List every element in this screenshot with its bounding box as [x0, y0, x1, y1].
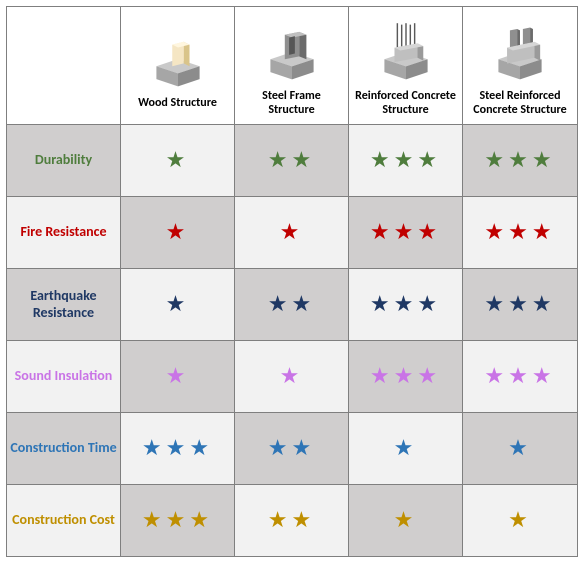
- comparison-table: Wood Structure Steel Frame Structure: [6, 6, 578, 557]
- star-icon: ★★: [268, 434, 315, 461]
- table-row: Fire Resistance★★★★★★★★: [7, 197, 578, 269]
- star-icon: ★★★: [370, 290, 441, 317]
- rating-cell: ★★: [235, 269, 349, 341]
- star-icon: ★★★: [484, 218, 555, 245]
- star-icon: ★★★: [370, 146, 441, 173]
- star-icon: ★: [508, 434, 532, 461]
- rating-cell: ★★★: [463, 269, 578, 341]
- rating-cell: ★★★: [349, 125, 463, 197]
- wood-structure-icon: [123, 21, 232, 97]
- col-label: Steel Reinforced Concrete Structure: [465, 90, 575, 118]
- rating-cell: ★★★: [121, 485, 235, 557]
- star-icon: ★★★: [370, 218, 441, 245]
- star-icon: ★★★: [484, 146, 555, 173]
- star-icon: ★: [394, 506, 418, 533]
- row-label: Construction Time: [7, 413, 121, 485]
- row-label: Construction Cost: [7, 485, 121, 557]
- rating-cell: ★: [121, 269, 235, 341]
- corner-cell: [7, 7, 121, 125]
- col-label: Reinforced Concrete Structure: [351, 90, 460, 118]
- table-row: Construction Cost★★★★★★★: [7, 485, 578, 557]
- rating-cell: ★: [235, 341, 349, 413]
- star-icon: ★: [166, 146, 190, 173]
- rating-cell: ★★★: [463, 341, 578, 413]
- row-label: Sound Insulation: [7, 341, 121, 413]
- star-icon: ★★★: [142, 506, 213, 533]
- rating-cell: ★: [121, 341, 235, 413]
- rating-cell: ★★★: [349, 197, 463, 269]
- rating-cell: ★★★: [463, 197, 578, 269]
- steel-structure-icon: [237, 14, 346, 90]
- table-row: Durability★★★★★★★★★: [7, 125, 578, 197]
- col-label: Wood Structure: [123, 97, 232, 111]
- col-header-wood: Wood Structure: [121, 7, 235, 125]
- rating-cell: ★: [121, 197, 235, 269]
- star-icon: ★★★: [484, 290, 555, 317]
- row-label: Durability: [7, 125, 121, 197]
- star-icon: ★★: [268, 290, 315, 317]
- col-header-steel: Steel Frame Structure: [235, 7, 349, 125]
- rating-cell: ★★★: [349, 269, 463, 341]
- star-icon: ★: [280, 362, 304, 389]
- rating-cell: ★: [349, 413, 463, 485]
- star-icon: ★: [166, 290, 190, 317]
- rating-cell: ★★: [235, 485, 349, 557]
- col-header-rc: Reinforced Concrete Structure: [349, 7, 463, 125]
- rating-cell: ★★★: [463, 125, 578, 197]
- star-icon: ★★: [268, 146, 315, 173]
- rating-cell: ★★: [235, 413, 349, 485]
- rating-cell: ★: [349, 485, 463, 557]
- row-label: Fire Resistance: [7, 197, 121, 269]
- rating-cell: ★★★: [349, 341, 463, 413]
- table-row: Sound Insulation★★★★★★★★: [7, 341, 578, 413]
- table-row: Earthquake Resistance★★★★★★★★★: [7, 269, 578, 341]
- rating-cell: ★★: [235, 125, 349, 197]
- rating-cell: ★: [463, 485, 578, 557]
- star-icon: ★: [394, 434, 418, 461]
- col-label: Steel Frame Structure: [237, 90, 346, 118]
- rc-structure-icon: [351, 14, 460, 90]
- star-icon: ★: [508, 506, 532, 533]
- star-icon: ★: [280, 218, 304, 245]
- rating-cell: ★: [463, 413, 578, 485]
- rating-cell: ★: [235, 197, 349, 269]
- rating-cell: ★: [121, 125, 235, 197]
- star-icon: ★★: [268, 506, 315, 533]
- row-label: Earthquake Resistance: [7, 269, 121, 341]
- src-structure-icon: [465, 14, 575, 90]
- rating-cell: ★★★: [121, 413, 235, 485]
- col-header-src: Steel Reinforced Concrete Structure: [463, 7, 578, 125]
- star-icon: ★★★: [142, 434, 213, 461]
- table-row: Construction Time★★★★★★★: [7, 413, 578, 485]
- star-icon: ★★★: [370, 362, 441, 389]
- star-icon: ★★★: [484, 362, 555, 389]
- header-row: Wood Structure Steel Frame Structure: [7, 7, 578, 125]
- star-icon: ★: [166, 362, 190, 389]
- star-icon: ★: [166, 218, 190, 245]
